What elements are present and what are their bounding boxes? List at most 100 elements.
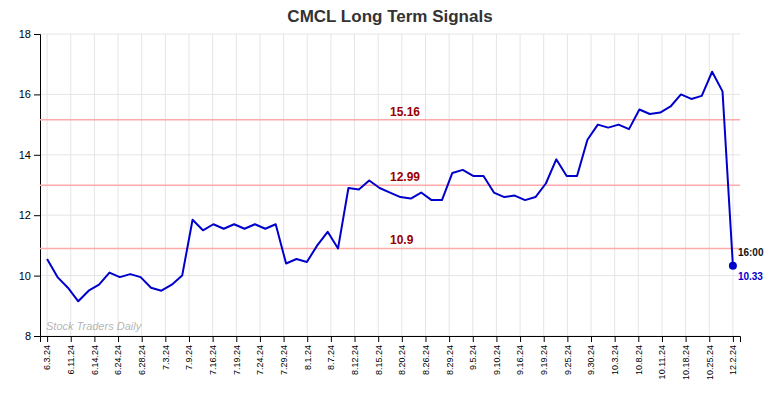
chart: 6.3.24 6.11.24 6.14.24 6.24.24 6.28.24 7.3.24… — [0, 0, 784, 398]
y-tick-label: 12 — [19, 209, 31, 221]
x-tick: 7.9.24 — [184, 336, 194, 370]
x-tick-mark — [236, 336, 237, 342]
y-tick-mark — [34, 34, 40, 35]
x-tick-label: 8.20.24 — [397, 345, 407, 375]
signal-label: 15.16 — [390, 105, 420, 119]
x-tick-label: 10.18.24 — [681, 345, 691, 380]
x-tick-mark — [615, 336, 616, 342]
x-tick-label: 10.8.24 — [634, 345, 644, 375]
x-tick-label: 6.11.24 — [66, 345, 76, 374]
x-tick-label: 6.28.24 — [137, 345, 147, 375]
x-axis: 6.3.24 6.11.24 6.14.24 6.24.24 6.28.24 7.3.24… — [41, 336, 741, 380]
x-tick-label: 12.2.24 — [728, 345, 738, 375]
x-tick: 12.2.24 — [728, 336, 738, 375]
y-axis-line — [34, 35, 41, 337]
x-tick-label: 8.12.24 — [350, 345, 360, 375]
x-tick-label: 10.3.24 — [610, 345, 620, 375]
x-tick-mark — [213, 336, 214, 342]
title: CMCL Long Term Signals — [287, 7, 492, 26]
x-tick: 10.11.24 — [657, 336, 667, 379]
y-tick-mark — [34, 276, 40, 277]
x-tick-mark — [686, 336, 687, 342]
x-tick-label: 8.1.24 — [303, 345, 313, 370]
x-tick: 10.3.24 — [610, 336, 620, 375]
y-tick-mark — [34, 336, 40, 337]
x-tick: 9.19.24 — [539, 336, 549, 375]
x-tick-mark — [307, 336, 308, 342]
x-tick-label: 7.16.24 — [208, 345, 218, 375]
last-time-label: 16:00 — [738, 247, 764, 258]
x-tick-mark — [496, 336, 497, 342]
x-tick-label: 6.14.24 — [90, 345, 100, 375]
x-tick-mark — [567, 336, 568, 342]
x-tick: 7.29.24 — [279, 336, 289, 375]
annotations: Stock Traders Daily10.912.9915.1616:0010… — [46, 105, 764, 332]
y-tick-mark — [34, 155, 40, 156]
x-tick-mark — [638, 336, 639, 342]
x-tick-mark — [331, 336, 332, 342]
x-tick: 10.25.24 — [705, 336, 715, 380]
x-tick: 9.25.24 — [563, 336, 573, 375]
x-tick: 7.3.24 — [161, 336, 171, 370]
x-tick-mark — [425, 336, 426, 342]
last-price-label: 10.33 — [738, 271, 763, 282]
y-tick-label: 14 — [19, 149, 31, 161]
y-tick-label: 16 — [19, 88, 31, 100]
x-tick-mark — [662, 336, 663, 342]
x-axis-line — [41, 337, 741, 343]
grid-line-y — [40, 275, 740, 276]
x-tick-mark — [520, 336, 521, 342]
x-tick-mark — [544, 336, 545, 342]
x-tick-label: 7.19.24 — [232, 345, 242, 375]
x-tick-label: 9.5.24 — [468, 345, 478, 370]
grid-line-y — [40, 215, 740, 216]
x-tick-mark — [709, 336, 710, 342]
grid-line-y — [40, 154, 740, 155]
y-tick-mark — [34, 215, 40, 216]
x-tick-label: 7.9.24 — [184, 345, 194, 370]
x-tick: 6.3.24 — [42, 336, 52, 370]
x-tick: 6.24.24 — [113, 336, 123, 375]
x-tick-label: 10.11.24 — [657, 345, 667, 379]
x-tick-label: 10.25.24 — [705, 345, 715, 380]
last-point — [729, 262, 737, 270]
x-tick-mark — [71, 336, 72, 342]
x-tick-label: 8.7.24 — [326, 345, 336, 370]
y-tick-label: 10 — [19, 270, 31, 282]
x-tick-label: 9.10.24 — [492, 345, 502, 375]
x-tick-label: 7.29.24 — [279, 345, 289, 375]
x-tick: 7.19.24 — [232, 336, 242, 375]
x-tick: 8.29.24 — [445, 336, 455, 375]
x-tick-label: 8.29.24 — [445, 345, 455, 375]
watermark: Stock Traders Daily — [46, 320, 143, 332]
x-tick-mark — [142, 336, 143, 342]
x-tick: 10.8.24 — [634, 336, 644, 375]
grid — [40, 34, 740, 336]
x-tick: 7.16.24 — [208, 336, 218, 375]
x-tick: 6.11.24 — [66, 336, 76, 374]
x-tick-label: 8.26.24 — [421, 345, 431, 375]
x-tick: 7.24.24 — [255, 336, 265, 375]
x-tick-mark — [378, 336, 379, 342]
x-tick: 8.12.24 — [350, 336, 360, 375]
x-tick-mark — [473, 336, 474, 342]
x-tick: 8.1.24 — [303, 336, 313, 370]
y-tick: 10 — [19, 270, 40, 282]
grid-line-y — [40, 94, 740, 95]
x-tick: 9.5.24 — [468, 336, 478, 370]
x-tick: 8.7.24 — [326, 336, 336, 370]
marks — [40, 72, 740, 302]
x-tick-mark — [165, 336, 166, 342]
y-tick: 18 — [19, 28, 40, 40]
x-tick-mark — [118, 336, 119, 342]
x-tick-mark — [47, 336, 48, 342]
signal-label: 12.99 — [390, 170, 420, 184]
x-tick-label: 7.24.24 — [255, 345, 265, 375]
signal-line — [40, 185, 740, 187]
x-tick: 9.10.24 — [492, 336, 502, 375]
y-tick: 16 — [19, 88, 40, 100]
y-tick-label: 18 — [19, 28, 31, 40]
x-tick-mark — [355, 336, 356, 342]
x-tick: 6.28.24 — [137, 336, 147, 375]
x-tick-label: 9.25.24 — [563, 345, 573, 375]
